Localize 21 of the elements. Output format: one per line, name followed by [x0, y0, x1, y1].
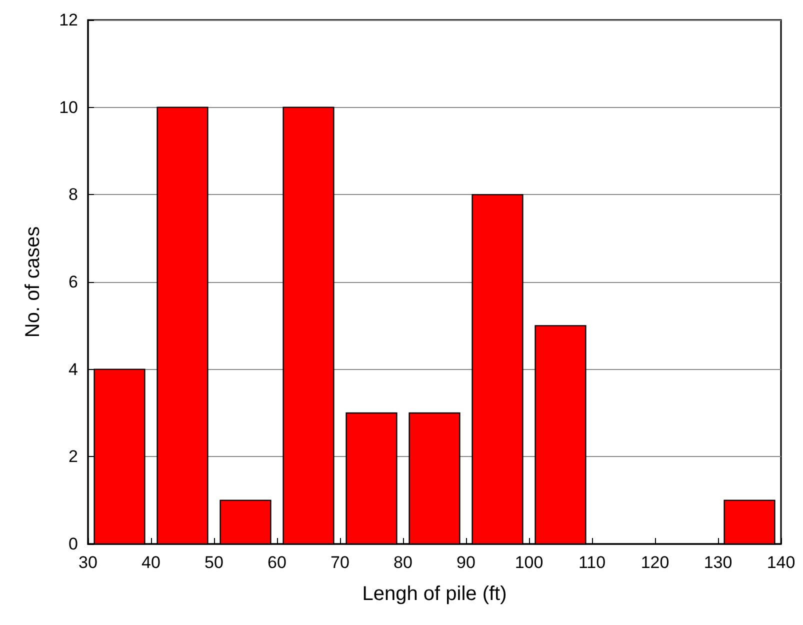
x-tick-label: 80: [394, 553, 412, 572]
x-axis-title: Lengh of pile (ft): [362, 583, 507, 605]
x-tick-label: 130: [704, 553, 732, 572]
x-tick-label: 40: [142, 553, 160, 572]
x-tick-label: 90: [456, 553, 476, 572]
y-tick-label: 2: [68, 447, 78, 466]
y-tick-label: 0: [68, 534, 78, 554]
y-tick-label: 10: [59, 98, 78, 117]
x-tick-label: 100: [514, 553, 544, 572]
x-tick-label: 140: [766, 553, 796, 572]
x-tick-label: 110: [578, 553, 606, 572]
x-tick-label: 120: [640, 553, 670, 572]
y-tick-label: 12: [59, 10, 78, 30]
y-tick-label: 6: [68, 272, 78, 292]
x-tick-label: 30: [78, 553, 98, 572]
y-tick-label: 4: [68, 360, 78, 379]
y-axis-title: No. of cases: [22, 226, 44, 338]
x-tick-label: 70: [330, 553, 350, 572]
y-tick-label: 8: [68, 185, 78, 204]
x-tick-label: 50: [204, 553, 224, 572]
x-tick-label: 60: [268, 553, 286, 572]
